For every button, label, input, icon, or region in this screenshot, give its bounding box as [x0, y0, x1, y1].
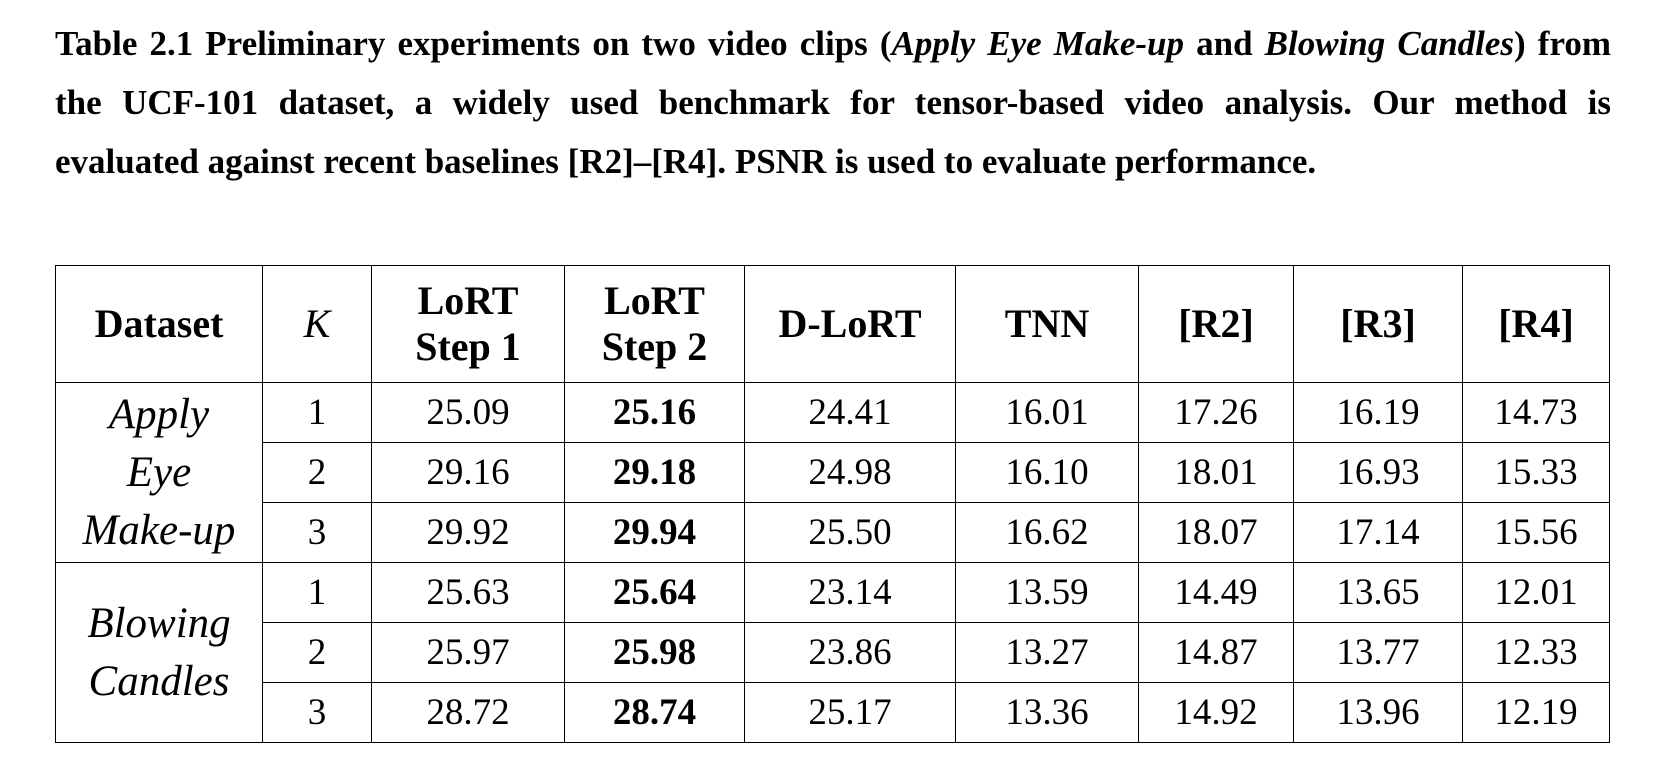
header-lort-step1: LoRT Step 1 [371, 265, 565, 383]
psnr-value-cell: 29.16 [371, 442, 565, 503]
psnr-value-cell: 13.96 [1293, 682, 1463, 743]
psnr-value-cell: 14.92 [1138, 682, 1294, 743]
header-r2: [R2] [1138, 265, 1294, 383]
table-row: Apply Eye Make-up 1 25.09 25.16 24.41 16.01 17.2… [55, 382, 1610, 563]
psnr-value-cell: 29.18 [564, 442, 745, 503]
header-lort-step2: LoRT Step 2 [564, 265, 745, 383]
psnr-value-cell: 16.01 [955, 382, 1139, 443]
psnr-value-cell: 29.94 [564, 502, 745, 563]
psnr-value-cell: 25.98 [564, 622, 745, 683]
caption-text-3: ) from the UCF-101 dataset, a widely use… [55, 24, 1612, 181]
psnr-value-cell: 14.73 [1462, 382, 1610, 443]
k-value-cell: 2 [262, 442, 372, 503]
dataset-name-line: Eye [126, 448, 192, 496]
table-body: Apply Eye Make-up 1 25.09 25.16 24.41 16.01 17.2… [55, 382, 1610, 743]
psnr-value-cell: 15.56 [1462, 502, 1610, 563]
table-row: 3 29.92 29.94 25.50 16.62 18.07 17.14 15.56 [56, 502, 1610, 563]
table-row: 2 25.97 25.98 23.86 13.27 14.87 13.77 12.33 [56, 622, 1610, 683]
caption-clip-1: Apply Eye Make-up [891, 24, 1185, 63]
psnr-value-cell: 13.59 [955, 562, 1139, 623]
psnr-value-cell: 13.27 [955, 622, 1139, 683]
psnr-value-cell: 13.36 [955, 682, 1139, 743]
header-r4: [R4] [1462, 265, 1610, 383]
psnr-value-cell: 17.26 [1138, 382, 1294, 443]
results-table: Dataset K LoRT Step 1 LoRT Step 2 D-LoRT T… [55, 265, 1610, 743]
table-row: 2 29.16 29.18 24.98 16.10 18.01 16.93 15.33 [56, 442, 1610, 503]
psnr-value-cell: 23.86 [744, 622, 956, 683]
psnr-value-cell: 25.97 [371, 622, 565, 683]
k-value-cell: 1 [262, 382, 372, 443]
k-value-cell: 3 [262, 682, 372, 743]
dataset-name-line: Make-up [82, 506, 236, 554]
dataset-name-cell: Blowing Candles [55, 562, 263, 743]
psnr-value-cell: 14.87 [1138, 622, 1294, 683]
psnr-value-cell: 25.09 [371, 382, 565, 443]
psnr-value-cell: 23.14 [744, 562, 956, 623]
header-lort-step1-line2: Step 1 [415, 324, 521, 369]
caption-text-1: Table 2.1 Preliminary experiments on two… [55, 24, 892, 63]
header-r3: [R3] [1293, 265, 1463, 383]
psnr-value-cell: 18.07 [1138, 502, 1294, 563]
header-k: K [262, 265, 372, 383]
k-value-cell: 1 [262, 562, 372, 623]
header-lort-step1-line1: LoRT [417, 278, 519, 323]
header-row: Dataset K LoRT Step 1 LoRT Step 2 D-LoRT T… [55, 265, 1610, 383]
dataset-name-line: Apply [108, 390, 210, 438]
psnr-value-cell: 16.93 [1293, 442, 1463, 503]
table-caption: Table 2.1 Preliminary experiments on two… [55, 14, 1611, 191]
header-lort-step2-line1: LoRT [604, 278, 705, 323]
psnr-value-cell: 12.01 [1462, 562, 1610, 623]
psnr-value-cell: 25.64 [564, 562, 745, 623]
header-lort-step2-line2: Step 2 [601, 324, 708, 369]
psnr-value-cell: 16.10 [955, 442, 1139, 503]
psnr-value-cell: 25.17 [744, 682, 956, 743]
header-dlort: D-LoRT [744, 265, 956, 383]
table-row: 3 28.72 28.74 25.17 13.36 14.92 13.96 12.19 [56, 682, 1610, 743]
psnr-value-cell: 13.77 [1293, 622, 1463, 683]
header-tnn: TNN [955, 265, 1139, 383]
psnr-value-cell: 14.49 [1138, 562, 1294, 623]
psnr-value-cell: 17.14 [1293, 502, 1463, 563]
psnr-value-cell: 25.63 [371, 562, 565, 623]
psnr-value-cell: 12.19 [1462, 682, 1610, 743]
psnr-value-cell: 16.62 [955, 502, 1139, 563]
psnr-value-cell: 29.92 [371, 502, 565, 563]
header-dataset: Dataset [55, 265, 263, 383]
dataset-name-cell: Apply Eye Make-up [55, 382, 263, 563]
psnr-value-cell: 25.50 [744, 502, 956, 563]
dataset-name-line: Candles [88, 657, 230, 705]
psnr-value-cell: 12.33 [1462, 622, 1610, 683]
psnr-value-cell: 24.98 [744, 442, 956, 503]
k-value-cell: 2 [262, 622, 372, 683]
caption-clip-2: Blowing Candles [1264, 24, 1515, 63]
dataset-name-line: Blowing [87, 599, 231, 647]
psnr-value-cell: 24.41 [744, 382, 956, 443]
psnr-value-cell: 25.16 [564, 382, 745, 443]
psnr-value-cell: 28.74 [564, 682, 745, 743]
psnr-value-cell: 28.72 [371, 682, 565, 743]
psnr-value-cell: 18.01 [1138, 442, 1294, 503]
k-value-cell: 3 [262, 502, 372, 563]
psnr-value-cell: 13.65 [1293, 562, 1463, 623]
psnr-value-cell: 16.19 [1293, 382, 1463, 443]
table-row: Blowing Candles 1 25.63 25.64 23.14 13.59 14.49… [55, 562, 1610, 743]
psnr-value-cell: 15.33 [1462, 442, 1610, 503]
caption-text-2: and [1184, 24, 1265, 63]
